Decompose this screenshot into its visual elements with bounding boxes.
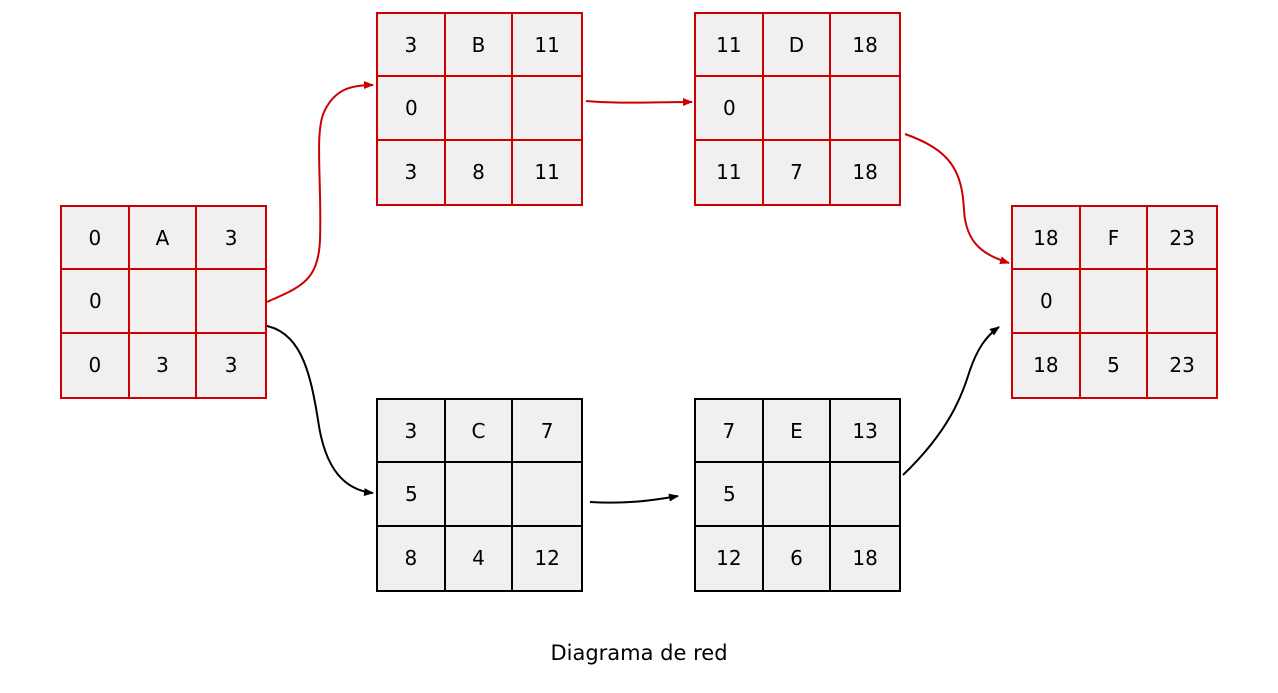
node-e[interactable]: 7 E 13 5 12 6 18 bbox=[694, 398, 901, 592]
edge-a-c bbox=[261, 324, 374, 497]
duration: 3 bbox=[130, 333, 198, 397]
activity-name: C bbox=[445, 400, 514, 464]
early-start: 7 bbox=[696, 400, 764, 464]
slack: 0 bbox=[1013, 270, 1081, 334]
edge-e-f bbox=[902, 326, 1000, 476]
late-finish: 12 bbox=[534, 546, 560, 571]
late-start: 18 bbox=[1013, 333, 1081, 397]
empty-cell bbox=[763, 463, 832, 527]
duration: 6 bbox=[764, 526, 832, 590]
late-start: 8 bbox=[378, 526, 446, 590]
late-start: 0 bbox=[62, 333, 130, 397]
edge-a-b bbox=[266, 81, 374, 303]
slack: 0 bbox=[378, 77, 446, 141]
empty-cell bbox=[513, 463, 581, 527]
empty-cell bbox=[445, 463, 514, 527]
slack: 0 bbox=[696, 77, 764, 141]
early-finish: 13 bbox=[831, 400, 899, 464]
slack: 0 bbox=[62, 270, 130, 334]
activity-name: D bbox=[763, 14, 832, 78]
early-finish: 7 bbox=[513, 400, 581, 464]
late-finish: 23 bbox=[1169, 353, 1195, 378]
diagram-caption: Diagrama de red bbox=[550, 641, 728, 665]
late-finish: 3 bbox=[224, 353, 238, 378]
empty-cell bbox=[831, 463, 899, 527]
early-finish: 3 bbox=[197, 207, 265, 271]
node-b[interactable]: 3 B 11 0 3 8 11 bbox=[376, 12, 583, 206]
activity-name: B bbox=[445, 14, 514, 78]
early-finish: 18 bbox=[831, 14, 899, 78]
duration: 4 bbox=[446, 526, 514, 590]
empty-cell bbox=[1080, 270, 1149, 334]
duration: 7 bbox=[764, 140, 832, 204]
late-finish: 18 bbox=[852, 546, 878, 571]
late-start: 3 bbox=[378, 140, 446, 204]
edge-b-d bbox=[585, 98, 693, 107]
node-d[interactable]: 11 D 18 0 11 7 18 bbox=[694, 12, 901, 206]
late-finish: 18 bbox=[852, 160, 878, 185]
slack: 5 bbox=[378, 463, 446, 527]
edge-d-f bbox=[904, 133, 1010, 264]
activity-name: F bbox=[1080, 207, 1149, 271]
early-start: 18 bbox=[1013, 207, 1081, 271]
duration: 8 bbox=[446, 140, 514, 204]
slack: 5 bbox=[696, 463, 764, 527]
early-start: 3 bbox=[378, 14, 446, 78]
late-finish: 11 bbox=[534, 160, 560, 185]
duration: 5 bbox=[1081, 333, 1149, 397]
activity-name: A bbox=[129, 207, 198, 271]
empty-cell bbox=[445, 77, 514, 141]
early-finish: 23 bbox=[1148, 207, 1216, 271]
late-start: 12 bbox=[696, 526, 764, 590]
node-f[interactable]: 18 F 23 0 18 5 23 bbox=[1011, 205, 1218, 399]
empty-cell bbox=[831, 77, 899, 141]
empty-cell bbox=[129, 270, 198, 334]
node-c[interactable]: 3 C 7 5 8 4 12 bbox=[376, 398, 583, 592]
early-start: 0 bbox=[62, 207, 130, 271]
early-finish: 11 bbox=[513, 14, 581, 78]
early-start: 3 bbox=[378, 400, 446, 464]
activity-name: E bbox=[763, 400, 832, 464]
edge-c-e bbox=[589, 493, 679, 504]
empty-cell bbox=[763, 77, 832, 141]
empty-cell bbox=[197, 270, 265, 334]
early-start: 11 bbox=[696, 14, 764, 78]
empty-cell bbox=[513, 77, 581, 141]
empty-cell bbox=[1148, 270, 1216, 334]
node-a[interactable]: 0 A 3 0 0 3 3 bbox=[60, 205, 267, 399]
late-start: 11 bbox=[696, 140, 764, 204]
